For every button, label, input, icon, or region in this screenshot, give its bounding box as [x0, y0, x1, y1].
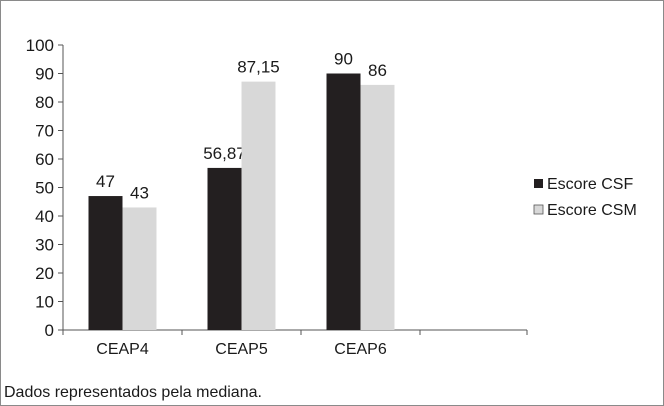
y-tick-label: 100: [26, 36, 54, 55]
legend-label: Escore CSM: [547, 202, 637, 219]
x-tick-label: CEAP4: [96, 341, 149, 358]
x-tick-label: CEAP5: [215, 341, 268, 358]
bar: [326, 73, 361, 330]
x-tick-label: CEAP6: [334, 341, 387, 358]
legend-swatch: [533, 204, 544, 215]
y-tick-label: 0: [45, 321, 54, 340]
data-label: 90: [334, 50, 353, 69]
bar: [207, 167, 242, 330]
y-tick-label: 70: [35, 122, 54, 141]
bar: [241, 81, 276, 330]
bar: [88, 196, 123, 330]
bar: [122, 207, 157, 330]
chart-footnote: Dados representados pela mediana.: [4, 384, 262, 401]
y-tick-label: 40: [35, 207, 54, 226]
legend-label: Escore CSF: [547, 176, 633, 193]
y-tick-label: 10: [35, 293, 54, 312]
data-label: 87,15: [237, 58, 280, 77]
data-label: 86: [368, 61, 387, 80]
y-tick-label: 20: [35, 264, 54, 283]
y-tick-label: 60: [35, 150, 54, 169]
legend-swatch: [534, 179, 543, 188]
bar: [360, 84, 395, 331]
y-tick-label: 80: [35, 93, 54, 112]
y-tick-label: 90: [35, 65, 54, 84]
data-label: 47: [96, 172, 115, 191]
bar-chart: 0 10 20 30 40 50 60 70 80 90 100 47 43 CEAP4 56,87 87,1…: [26, 36, 637, 358]
data-label: 43: [130, 183, 149, 202]
y-tick-label: 30: [35, 236, 54, 255]
y-tick-label: 50: [35, 179, 54, 198]
data-label: 56,87: [203, 144, 246, 163]
